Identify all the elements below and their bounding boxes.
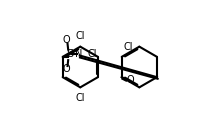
Text: Cl: Cl: [123, 42, 133, 52]
Text: N: N: [75, 49, 82, 59]
Text: Cl: Cl: [76, 93, 85, 103]
Text: Cl: Cl: [76, 31, 85, 41]
Text: O: O: [127, 75, 135, 85]
Text: Cl: Cl: [87, 49, 97, 59]
Text: O: O: [63, 64, 71, 74]
Text: O: O: [63, 35, 71, 45]
Text: S: S: [66, 49, 73, 59]
